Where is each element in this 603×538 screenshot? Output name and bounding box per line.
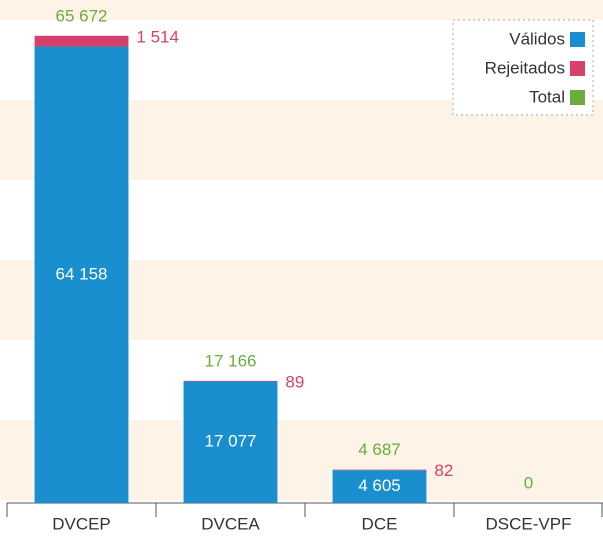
total-label: 0 <box>524 473 533 492</box>
legend-label: Total <box>529 87 565 106</box>
bar-segment <box>183 381 278 503</box>
value-label: 89 <box>285 372 304 391</box>
legend-swatch <box>570 61 585 76</box>
x-tick-label: DVCEA <box>201 514 260 533</box>
legend-label: Rejeitados <box>485 58 565 77</box>
x-tick-label: DCE <box>362 514 398 533</box>
legend-swatch <box>570 90 585 105</box>
band <box>0 0 603 20</box>
bar-segment <box>34 35 129 47</box>
bar-segment <box>332 469 427 471</box>
bar-segment <box>332 470 427 503</box>
x-tick-label: DSCE-VPF <box>486 514 572 533</box>
value-label: 4 605 <box>358 476 401 495</box>
legend-box <box>452 19 594 116</box>
bar-segment <box>183 380 278 382</box>
legend-label: Válidos <box>509 29 565 48</box>
bar-segment <box>34 46 129 504</box>
value-label: 64 158 <box>56 264 108 283</box>
x-tick-label: DVCEP <box>52 514 111 533</box>
total-label: 17 166 <box>205 351 257 370</box>
total-label: 65 672 <box>56 6 108 25</box>
legend-swatch <box>570 32 585 47</box>
value-label: 1 514 <box>136 27 179 46</box>
value-label: 17 077 <box>205 432 257 451</box>
value-label: 82 <box>434 461 453 480</box>
total-label: 4 687 <box>358 440 401 459</box>
